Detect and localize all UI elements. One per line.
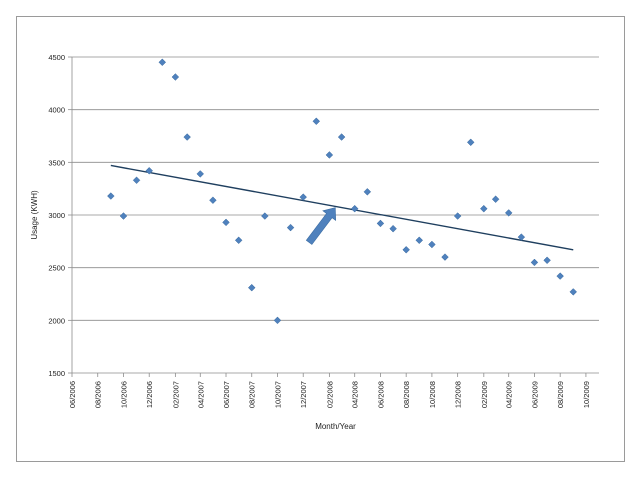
data-point [530, 258, 539, 267]
y-tick-label: 4000 [48, 106, 65, 115]
x-tick-label: 12/2008 [454, 381, 463, 408]
data-point [402, 246, 410, 254]
x-tick-label: 06/2009 [530, 381, 539, 408]
data-point [273, 316, 282, 325]
data-point [286, 223, 295, 232]
data-point [389, 224, 397, 233]
data-point [171, 73, 180, 81]
data-point [556, 272, 564, 280]
data-point [145, 167, 153, 175]
data-point [543, 256, 551, 265]
data-point [261, 212, 269, 220]
x-tick-label: 08/2009 [556, 381, 565, 408]
x-tick-label: 08/2007 [248, 381, 257, 408]
x-tick-label: 08/2008 [402, 381, 411, 408]
x-tick-label: 02/2008 [325, 381, 334, 408]
data-point [209, 196, 217, 205]
x-tick-label: 04/2008 [351, 381, 360, 408]
x-tick-label: 02/2007 [171, 381, 180, 408]
y-tick-label: 2000 [48, 316, 65, 325]
x-tick-label: 02/2009 [480, 381, 489, 408]
data-point [337, 133, 346, 141]
y-axis-title: Usage (KWH) [30, 190, 39, 240]
data-point [363, 188, 372, 196]
x-tick-label: 10/2006 [119, 381, 128, 408]
annotation-arrow-icon [305, 207, 337, 245]
x-tick-label: 08/2006 [94, 381, 103, 408]
y-tick-label: 3500 [48, 158, 65, 167]
data-point [132, 176, 141, 184]
data-point [325, 151, 334, 159]
data-point [158, 58, 167, 67]
data-point [504, 209, 513, 217]
data-point [480, 204, 488, 213]
data-point [183, 133, 191, 141]
x-tick-label: 12/2007 [299, 381, 308, 408]
x-tick-label: 06/2008 [376, 381, 385, 408]
data-point [312, 117, 321, 126]
x-tick-label: 04/2009 [505, 381, 514, 408]
x-axis-title: Month/Year [315, 422, 356, 431]
data-point [234, 236, 243, 245]
x-tick-label: 06/2007 [222, 381, 231, 408]
y-tick-label: 3000 [48, 211, 65, 220]
y-tick-label: 4500 [48, 53, 65, 62]
data-point [247, 283, 256, 292]
data-point [428, 240, 436, 249]
data-point [350, 204, 359, 213]
chart-frame: 1500 2000 2500 3000 3500 4000 4500 06/2006 08/2… [16, 16, 625, 462]
data-point [222, 218, 230, 227]
data-point [415, 236, 424, 245]
x-tick-label: 06/2006 [68, 381, 77, 408]
y-tick-label: 1500 [48, 369, 65, 378]
data-point [466, 138, 475, 147]
x-tick-label: 10/2007 [273, 381, 282, 408]
data-point [491, 195, 500, 203]
data-point [517, 233, 526, 241]
y-tick-label: 2500 [48, 264, 65, 273]
x-tick-label: 10/2009 [582, 381, 591, 408]
data-point [376, 219, 385, 228]
trendline [110, 164, 574, 251]
x-tick-label: 10/2008 [428, 381, 437, 408]
data-point [299, 193, 307, 201]
data-point [107, 192, 115, 200]
data-point [569, 288, 578, 296]
x-tick-label: 04/2007 [196, 381, 205, 408]
data-point [119, 212, 128, 220]
x-tick-label: 12/2006 [145, 381, 154, 408]
usage-scatter-chart: 1500 2000 2500 3000 3500 4000 4500 06/2006 08/2… [30, 53, 599, 431]
data-point [196, 170, 205, 178]
data-point [453, 212, 462, 220]
data-point [441, 253, 449, 261]
